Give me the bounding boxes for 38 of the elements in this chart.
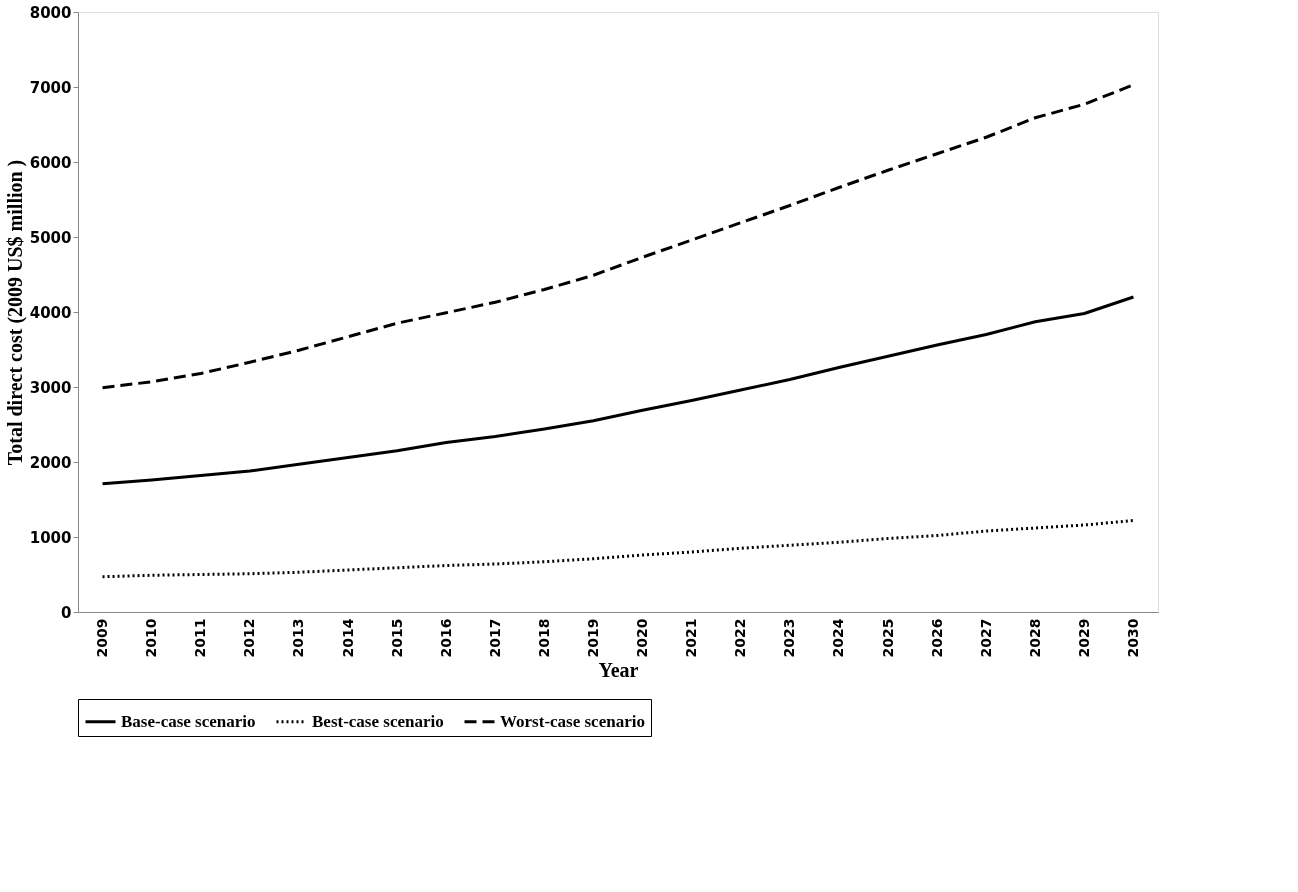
x-tick-label: 2026 (928, 618, 945, 658)
line-series (101, 295, 1135, 486)
x-tick-label: 2013 (290, 618, 307, 658)
x-tick-label: 2009 (94, 618, 111, 658)
legend-label: Worst-case scenario (500, 711, 645, 731)
y-tick-label: 2000 (29, 453, 72, 472)
legend-label: Base-case scenario (121, 711, 256, 731)
x-tick-label: 2021 (683, 618, 700, 658)
x-axis-title: Year (598, 659, 639, 682)
x-tick-label: 2020 (634, 618, 651, 658)
x-tick-label: 2018 (535, 618, 552, 658)
x-tick-label: 2011 (192, 618, 209, 658)
x-tick-label: 2015 (388, 618, 405, 658)
x-tick-label: 2014 (339, 618, 356, 658)
y-tick-label: 1000 (29, 528, 72, 547)
x-tick-label: 2024 (830, 618, 847, 658)
x-tick-label: 2023 (781, 618, 798, 658)
legend-label: Best-case scenario (312, 711, 444, 731)
x-tick-label: 2027 (977, 618, 994, 658)
y-tick-label: 4000 (29, 303, 72, 322)
line-series (101, 519, 1135, 579)
x-tick-label: 2016 (437, 618, 454, 658)
y-tick-label: 5000 (29, 228, 72, 247)
x-tick-label: 2025 (879, 618, 896, 658)
y-tick-label: 0 (61, 603, 72, 622)
x-tick-label: 2019 (584, 618, 601, 658)
x-tick-label: 2028 (1026, 618, 1043, 658)
y-tick-label: 6000 (29, 153, 72, 172)
x-tick-label: 2029 (1075, 618, 1092, 658)
y-tick-label: 3000 (29, 378, 72, 397)
x-tick-label: 2030 (1124, 618, 1141, 658)
x-tick-label: 2010 (143, 618, 160, 658)
x-tick-label: 2017 (486, 618, 503, 658)
y-axis-title: Total direct cost (2009 US$ million ) (3, 159, 27, 466)
x-tick-label: 2022 (732, 618, 749, 658)
y-tick-label: 8000 (29, 3, 72, 22)
x-tick-label: 2012 (241, 618, 258, 658)
y-tick-label: 7000 (29, 78, 72, 97)
